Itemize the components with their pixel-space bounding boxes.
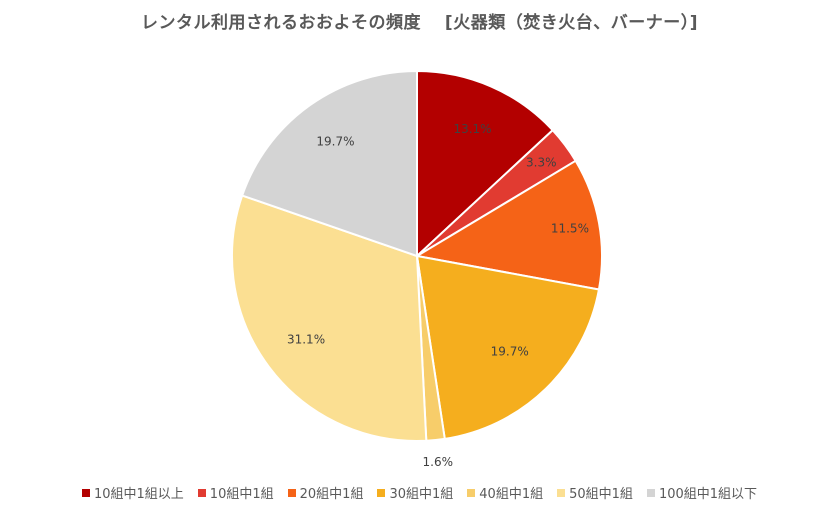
legend-label-4: 30組中1組 — [389, 487, 454, 502]
legend-swatch-1 — [81, 488, 90, 497]
legend-swatch-7 — [646, 488, 655, 497]
pie-slice-7 — [240, 69, 418, 258]
slice-label-4: 19.7% — [491, 345, 529, 359]
slice-label-1: 13.1% — [453, 122, 491, 136]
legend-swatch-2 — [197, 488, 206, 497]
legend-item-2: 10組中1組 — [197, 483, 274, 502]
legend-label-2: 10組中1組 — [209, 487, 274, 502]
chart-legend: 10組中1組以上 10組中1組 20組中1組 30組中1組 40組中1組 50組中1組 10… — [0, 483, 839, 502]
legend-swatch-5 — [467, 488, 476, 497]
pie-slice-4 — [415, 254, 601, 441]
legend-label-3: 20組中1組 — [299, 487, 364, 502]
slice-label-7: 19.7% — [316, 134, 354, 148]
pie-slice-6 — [231, 194, 428, 442]
pie-chart: 13.1% 3.3% 11.5% 19.7% 1.6% 31.1% 19.7% — [231, 69, 603, 469]
legend-item-7: 100組中1組以下 — [646, 483, 758, 502]
legend-item-1: 10組中1組以上 — [81, 483, 184, 502]
slice-label-5: 1.6% — [423, 455, 454, 469]
legend-label-7: 100組中1組以下 — [658, 487, 758, 502]
slice-label-3: 11.5% — [551, 221, 589, 235]
pie-slice-1 — [416, 69, 555, 259]
pie-slice-3 — [414, 159, 603, 291]
chart-title: レンタル利用されるおおよその頻度 [火器類（焚き火台、バーナー）] — [141, 13, 698, 33]
slice-label-6: 31.1% — [287, 332, 325, 346]
legend-item-5: 40組中1組 — [467, 483, 543, 502]
legend-item-3: 20組中1組 — [287, 483, 364, 502]
legend-item-6: 50組中1組 — [557, 483, 633, 502]
slice-label-2: 3.3% — [526, 156, 557, 170]
legend-item-4: 30組中1組 — [377, 483, 453, 502]
legend-label-6: 50組中1組 — [569, 487, 633, 502]
legend-label-1: 10組中1組以上 — [93, 487, 184, 502]
legend-swatch-3 — [287, 488, 296, 497]
legend-swatch-4 — [377, 488, 386, 497]
legend-swatch-6 — [557, 488, 566, 497]
legend-label-5: 40組中1組 — [479, 487, 544, 502]
